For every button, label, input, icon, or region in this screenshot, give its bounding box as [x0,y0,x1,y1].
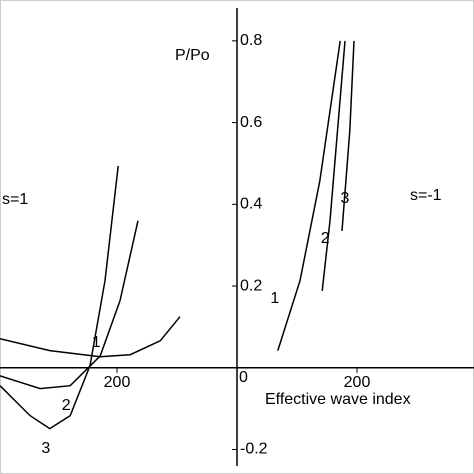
y-tick-label: 0.4 [240,196,262,213]
series-line [321,40,346,291]
y-axis-label: P/Po [175,47,210,64]
series-label: 3 [341,190,350,207]
y-tick-label: 0.2 [240,277,262,294]
series-label: 1 [92,334,101,351]
y-tick-label: 0 [239,369,248,386]
series-line [0,220,139,390]
series-label: 1 [270,290,279,307]
series-label: 3 [41,440,50,457]
annotation: s=1 [2,191,28,208]
series-line [341,40,355,231]
x-axis-label: Effective wave index [265,391,411,408]
series-line [0,165,119,430]
series-line [0,316,181,358]
series-label: 2 [321,230,330,247]
y-tick-label: 0.8 [240,32,262,49]
annotation: s=-1 [410,187,442,204]
series-label: 2 [62,397,71,414]
series-line [277,40,341,351]
x-tick-label: 200 [344,374,371,391]
x-tick-label: 200 [104,374,131,391]
y-tick-label: -0.2 [240,441,268,458]
y-tick-label: 0.6 [240,114,262,131]
